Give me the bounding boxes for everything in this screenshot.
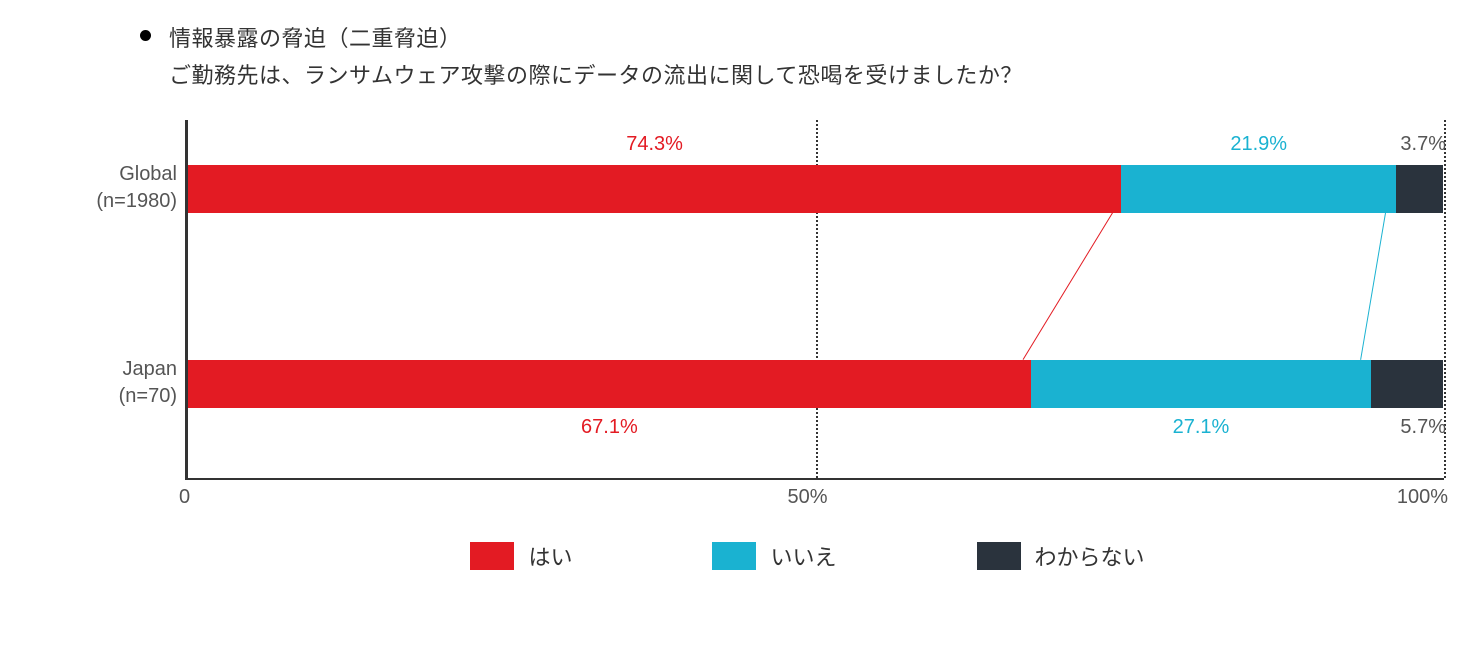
legend-label: いいえ xyxy=(770,540,836,572)
connector-line xyxy=(1360,213,1386,360)
legend-swatch-icon xyxy=(470,542,514,570)
y-axis-label-line1: Japan xyxy=(123,358,178,380)
segment-japan-yes xyxy=(188,360,1031,408)
y-axis-label-line2: (n=70) xyxy=(119,385,177,407)
legend-item-yes: はい xyxy=(470,540,572,572)
value-label-global-yes: 74.3% xyxy=(626,133,683,156)
segment-global-yes xyxy=(188,165,1121,213)
legend-swatch-icon xyxy=(977,542,1021,570)
segment-japan-no xyxy=(1031,360,1371,408)
bar-row-japan xyxy=(188,360,1444,408)
y-axis-label-global: Global (n=1980) xyxy=(37,161,177,215)
chart-header: 情報暴露の脅迫（二重脅迫） ご勤務先は、ランサムウェア攻撃の際にデータの流出に関… xyxy=(140,20,1444,95)
chart-subtitle: ご勤務先は、ランサムウェア攻撃の際にデータの流出に関して恐喝を受けましたか？ xyxy=(169,57,1444,94)
bar-row-global xyxy=(188,165,1444,213)
x-tick: 50% xyxy=(787,486,827,509)
x-axis: 050%100% xyxy=(185,480,1430,515)
value-label-japan-yes: 67.1% xyxy=(581,416,638,439)
y-axis-label-line2: (n=1980) xyxy=(96,190,177,212)
x-tick: 0 xyxy=(179,486,190,509)
plot-area: 74.3% 21.9% 3.7% 67.1% 27.1% 5.7% xyxy=(185,120,1444,480)
value-label-japan-no: 27.1% xyxy=(1173,416,1230,439)
value-label-global-no: 21.9% xyxy=(1230,133,1287,156)
chart-area: Global (n=1980) Japan (n=70) 74.3% 21.9% 3.7%… xyxy=(30,120,1444,480)
segment-global-unknown xyxy=(1396,165,1442,213)
legend-label: はい xyxy=(528,540,572,572)
connector-line xyxy=(1023,212,1113,360)
legend-item-no: いいえ xyxy=(712,540,836,572)
bullet-icon xyxy=(140,30,151,41)
value-label-japan-unknown: 5.7% xyxy=(1400,416,1446,439)
chart-title: 情報暴露の脅迫（二重脅迫） xyxy=(169,20,462,57)
y-axis-labels: Global (n=1980) Japan (n=70) xyxy=(30,120,185,480)
legend: はい いいえ わからない xyxy=(185,540,1430,572)
legend-swatch-icon xyxy=(712,542,756,570)
y-axis-label-japan: Japan (n=70) xyxy=(37,356,177,410)
segment-japan-unknown xyxy=(1371,360,1443,408)
legend-label: わからない xyxy=(1035,540,1145,572)
legend-item-unknown: わからない xyxy=(977,540,1145,572)
y-axis-label-line1: Global xyxy=(119,163,177,185)
x-tick: 100% xyxy=(1397,486,1448,509)
value-label-global-unknown: 3.7% xyxy=(1400,133,1446,156)
segment-global-no xyxy=(1121,165,1396,213)
